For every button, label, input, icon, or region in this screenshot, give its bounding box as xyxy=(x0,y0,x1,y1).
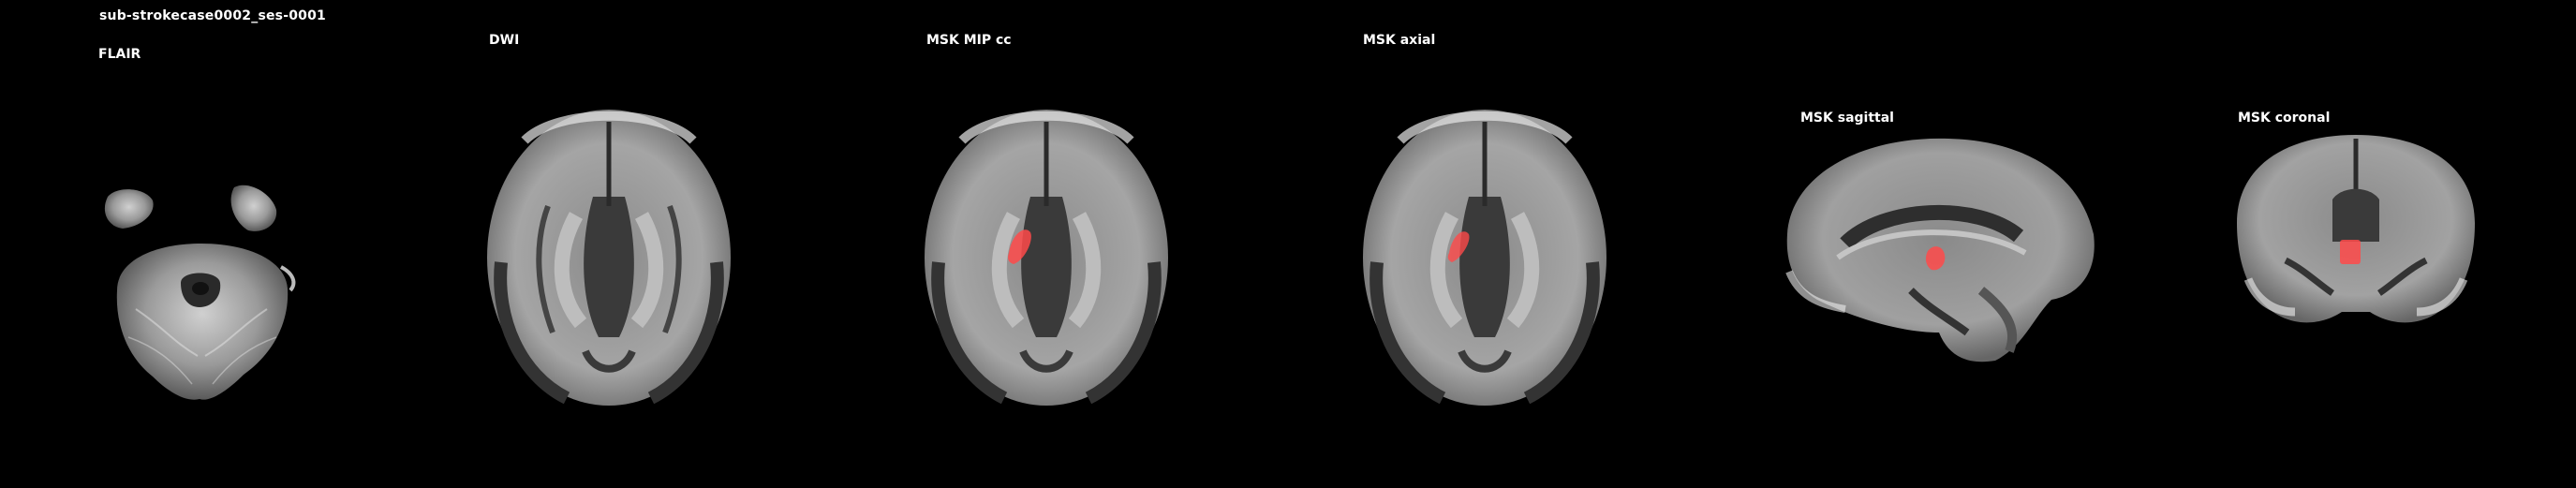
msk-mip-cc-image xyxy=(925,110,1168,406)
dwi-image xyxy=(487,110,731,406)
msk-axial-panel: MSK axial xyxy=(1321,0,1761,488)
flair-label: FLAIR xyxy=(98,47,141,62)
msk-axial-image xyxy=(1363,110,1606,406)
msk-mip-cc-panel: MSK MIP cc xyxy=(881,0,1321,488)
flair-image xyxy=(104,185,296,400)
figure-title: sub-strokecase0002_ses-0001 xyxy=(99,8,326,23)
lesion-mask-overlay xyxy=(2340,240,2361,264)
lesion-mask-overlay xyxy=(1008,229,1031,264)
msk-sagittal-image xyxy=(1785,138,2095,362)
msk-mip-cc-label: MSK MIP cc xyxy=(926,33,1012,48)
msk-coronal-panel: MSK coronal xyxy=(2201,0,2576,488)
msk-axial-label: MSK axial xyxy=(1363,33,1436,48)
lesion-mask-overlay xyxy=(1925,246,1946,271)
msk-sagittal-label: MSK sagittal xyxy=(1800,111,1894,126)
flair-panel: FLAIR xyxy=(0,0,440,488)
msk-coronal-label: MSK coronal xyxy=(2238,111,2331,126)
msk-coronal-image xyxy=(2237,135,2475,323)
dwi-label: DWI xyxy=(489,33,520,48)
lesion-mask-overlay xyxy=(1447,231,1470,262)
msk-sagittal-panel: MSK sagittal xyxy=(1761,0,2201,488)
dwi-panel: DWI xyxy=(440,0,881,488)
